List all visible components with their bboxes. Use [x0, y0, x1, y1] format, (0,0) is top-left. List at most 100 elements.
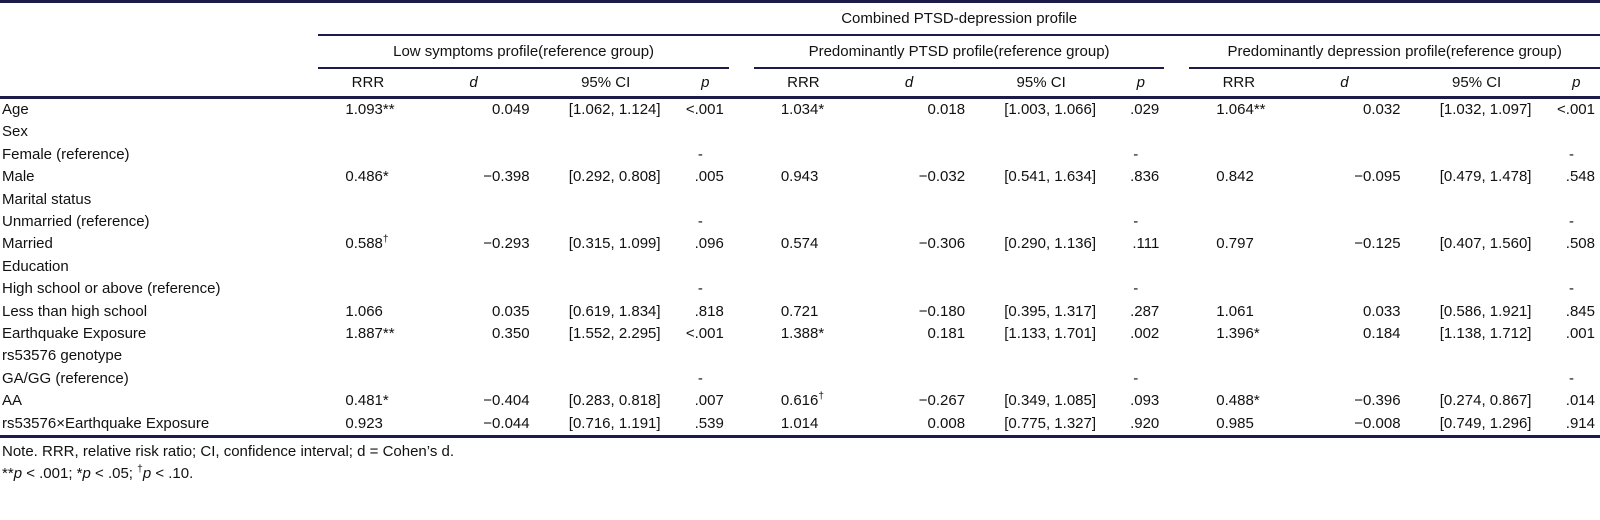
table-notes: Note. RRR, relative risk ratio; CI, conf… — [0, 441, 1600, 485]
spacer-cell — [1164, 390, 1189, 412]
spacer-cell — [1164, 189, 1189, 211]
cell-d-group1 — [417, 144, 529, 166]
row-label: Sex — [2, 123, 28, 141]
cell-ci-group3 — [1401, 256, 1553, 278]
spacer-cell — [1164, 211, 1189, 233]
note-text: < .10. — [151, 465, 194, 483]
cell-d-group2 — [853, 211, 965, 233]
spacer-cell — [729, 390, 754, 412]
table-row: Unmarried (reference) - - - — [0, 211, 1600, 233]
cell-p-group3: .014 — [1565, 392, 1595, 410]
spacer-cell — [729, 144, 754, 166]
cell-ci-group3: [0.274, 0.867] — [1439, 392, 1532, 410]
cell-rrr-group3: 1.396* — [1216, 325, 1260, 343]
cell-d-group2: 0.181 — [927, 325, 966, 343]
cell-d-group1: −0.398 — [483, 168, 530, 186]
cell-p-group2 — [1117, 121, 1164, 143]
cell-d-group2: −0.032 — [918, 168, 966, 186]
cell-d-group2 — [853, 144, 965, 166]
cell-d-group1 — [417, 121, 529, 143]
cell-p-group1: .007 — [694, 392, 724, 410]
table-row: Earthquake Exposure 1.887** 0.350 [1.552, 2… — [0, 323, 1600, 345]
cell-rrr-group3 — [1189, 368, 1288, 390]
table-body: Age 1.093** 0.049 [1.062, 1.124] <.001 1.034*… — [0, 98, 1600, 439]
spacer-cell — [1164, 412, 1190, 439]
cell-p-group1 — [682, 189, 729, 211]
abbreviation-note: Note. RRR, relative risk ratio; CI, conf… — [2, 443, 455, 461]
cell-d-group2 — [853, 368, 965, 390]
cell-d-group3 — [1288, 189, 1400, 211]
cell-p-group3: <.001 — [1557, 101, 1595, 118]
cell-rrr-group3: 1.061 — [1216, 302, 1254, 320]
cell-rrr-group2: 1.034* — [780, 101, 825, 118]
table-row: Female (reference) - - - — [0, 144, 1600, 166]
cell-ci-group2: [0.395, 1.317] — [1004, 302, 1097, 320]
cell-ci-group3 — [1401, 278, 1553, 300]
spacer-cell — [1164, 98, 1189, 122]
spacer-cell — [729, 211, 754, 233]
note-text: < .001; * — [22, 465, 83, 483]
cell-ci-group1: [0.292, 0.808] — [568, 168, 661, 186]
table-row: Education — [0, 256, 1600, 278]
cell-d-group3: −0.396 — [1354, 392, 1401, 410]
cell-ci-group1: [1.552, 2.295] — [568, 325, 661, 343]
cell-p-group3 — [1553, 345, 1600, 367]
cell-p-group2: .093 — [1130, 392, 1160, 410]
table-row: GA/GG (reference) - - - — [0, 368, 1600, 390]
cell-rrr-group3: 0.488* — [1216, 392, 1260, 410]
table-row: rs53576×Earthquake Exposure 0.923 −0.044 [0… — [0, 412, 1600, 439]
cell-p-group2: - — [1133, 145, 1139, 163]
row-label: AA — [2, 392, 23, 410]
cell-d-group3: 0.033 — [1362, 302, 1401, 320]
spacer-cell — [1164, 166, 1189, 188]
cell-p-group3 — [1553, 256, 1600, 278]
cell-ci-group2 — [965, 368, 1117, 390]
cell-d-group3: −0.095 — [1354, 168, 1401, 186]
cell-ci-group3: [1.032, 1.097] — [1439, 101, 1532, 118]
spacer-cell — [729, 35, 754, 68]
cell-d-group3 — [1288, 211, 1400, 233]
spacer-cell — [729, 323, 754, 345]
cell-p-group3: - — [1569, 369, 1574, 387]
cell-ci-group2 — [965, 189, 1117, 211]
cell-rrr-group3: 0.985 — [1189, 412, 1289, 439]
cell-p-group3: - — [1569, 145, 1574, 163]
cell-ci-group1: [0.315, 1.099] — [568, 235, 661, 253]
spacer-cell — [1164, 144, 1189, 166]
cell-rrr-group2 — [754, 368, 853, 390]
cell-rrr-group3: 0.842 — [1216, 168, 1254, 186]
spacer-cell — [1164, 256, 1189, 278]
cell-ci-group1 — [530, 189, 682, 211]
cell-p-group1 — [682, 256, 729, 278]
cell-p-group1: .096 — [694, 235, 724, 253]
cell-ci-group1 — [530, 278, 682, 300]
group-header-row: Low symptoms profile(reference group) Pr… — [0, 34, 1600, 69]
italic-p: p — [13, 465, 23, 483]
cell-rrr-group1: 0.923 — [318, 412, 418, 439]
cell-rrr-group1 — [318, 144, 417, 166]
col-header-rrr-group1: RRR — [318, 67, 418, 99]
cell-rrr-group1: 0.481* — [345, 392, 389, 410]
cell-ci-group3: [0.479, 1.478] — [1439, 168, 1532, 186]
cell-rrr-group3: 0.797 — [1216, 235, 1254, 253]
col-header-rrr-group2: RRR — [753, 67, 853, 99]
cell-d-group3: −0.125 — [1354, 235, 1401, 253]
row-label: Age — [2, 101, 29, 118]
col-header-rrr-group3: RRR — [1189, 67, 1289, 99]
spacer-cell — [729, 256, 754, 278]
group-heading-low-symptoms: Low symptoms profile(reference group) — [318, 34, 729, 69]
cell-rrr-group3 — [1189, 121, 1288, 143]
cell-rrr-group2 — [754, 144, 853, 166]
row-label: Earthquake Exposure — [2, 325, 147, 343]
cell-d-group3 — [1288, 144, 1400, 166]
cell-p-group2: - — [1133, 369, 1139, 387]
dagger-marker: † — [382, 234, 389, 246]
spacer-cell — [1164, 67, 1190, 99]
spacer-cell — [729, 368, 754, 390]
cell-rrr-group1 — [318, 121, 417, 143]
cell-p-group2: - — [1133, 213, 1139, 231]
spanner-row: Combined PTSD-depression profile — [0, 0, 1600, 36]
cell-rrr-group1 — [318, 189, 417, 211]
cell-p-group1 — [682, 345, 729, 367]
